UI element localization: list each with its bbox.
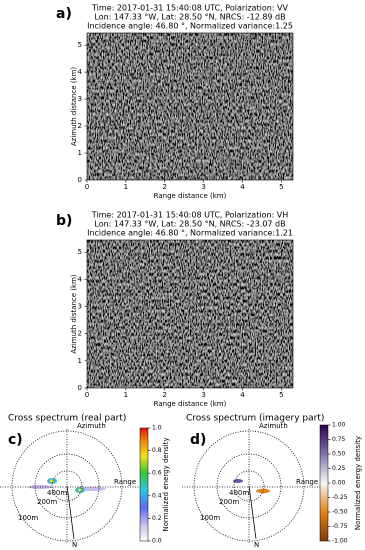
x-tick-label: 3: [201, 183, 205, 191]
colorbar-label: Normalized energy density: [354, 436, 362, 530]
chart-title: Lon: 147.33 °W, Lat: 28.50 °N, NRCS: -12…: [94, 13, 285, 22]
y-axis-label: Azimuth distance (km): [70, 67, 78, 147]
y-tick-label: 1: [78, 149, 82, 157]
x-tick-label: 4: [240, 183, 245, 191]
x-tick-label: 0: [85, 391, 89, 399]
colorbar-tick-label: 0.6: [152, 470, 162, 477]
x-tick-label: 1: [124, 183, 128, 191]
colorbar-tick-label: 1.0: [152, 425, 162, 432]
plot-frame: [86, 32, 294, 181]
panel-label: d): [190, 432, 206, 448]
north-line: [66, 485, 75, 540]
colorbar-label: Normalized energy density: [162, 437, 170, 531]
colorbar-tick-label: -0.25: [332, 494, 348, 501]
colorbar-tick-label: 0.0: [152, 538, 162, 545]
x-tick-label: 0: [85, 183, 89, 191]
panel-label: a): [56, 6, 72, 22]
chart-title: Time: 2017-01-31 15:40:08 UTC, Polarizat…: [91, 4, 288, 13]
range-label: Range: [114, 478, 136, 486]
chart-title: Cross spectrum (imagery part): [186, 414, 324, 424]
x-tick-label: 2: [163, 183, 167, 191]
ring-label: 400m: [47, 489, 67, 497]
sar-image: [87, 33, 293, 180]
colorbar: [319, 424, 329, 542]
colorbar-tick-label: -0.50: [332, 509, 348, 516]
x-tick-label: 1: [124, 391, 128, 399]
y-tick-label: 4: [78, 68, 83, 76]
y-tick-label: 0: [78, 176, 82, 184]
x-tick-label: 4: [240, 391, 245, 399]
ring-label: 200m: [37, 498, 57, 506]
ring-label: 200m: [219, 498, 239, 506]
range-ring: [193, 430, 305, 542]
range-ring: [11, 430, 123, 542]
colorbar-tick-label: 0.50: [332, 451, 346, 458]
chart-title: Incidence angle: 46.80 °, Normalized var…: [87, 22, 293, 31]
azimuth-label: Azimuth: [259, 422, 288, 430]
range-ring: [51, 470, 83, 502]
colorbar-tick-label: -0.75: [332, 523, 348, 530]
azimuth-label: Azimuth: [77, 422, 106, 430]
colorbar: [139, 427, 149, 542]
x-tick-label: 3: [201, 391, 205, 399]
colorbar-tick-label: 0.8: [152, 447, 162, 454]
y-tick-label: 0: [78, 384, 82, 392]
ring-label: 100m: [200, 514, 220, 522]
colorbar-tick-label: 0.4: [152, 492, 162, 499]
x-axis-label: Range distance (km): [154, 400, 227, 408]
north-line: [248, 485, 257, 540]
chart-title: Lon: 147.33 °W, Lat: 28.50 °N, NRCS: -23…: [94, 220, 285, 229]
colorbar-tick-label: -1.00: [332, 538, 348, 545]
colorbar-tick-label: 0.2: [152, 515, 162, 522]
y-tick-label: 1: [78, 357, 82, 365]
y-tick-label: 4: [78, 275, 83, 283]
range-ring: [233, 470, 265, 502]
y-tick-label: 2: [78, 330, 82, 338]
ring-label: 400m: [229, 489, 249, 497]
chart-title: Cross spectrum (real part): [8, 414, 126, 424]
ring-label: 100m: [18, 514, 38, 522]
colorbar-tick-label: 0.75: [332, 436, 346, 443]
x-tick-label: 5: [279, 391, 283, 399]
colorbar-tick-label: 0.25: [332, 465, 346, 472]
range-label: Range: [296, 478, 318, 486]
colorbar-tick-label: 1.00: [332, 422, 346, 429]
chart-title: Time: 2017-01-31 15:40:08 UTC, Polarizat…: [91, 211, 289, 220]
panel-label: c): [8, 432, 23, 448]
x-axis-label: Range distance (km): [154, 192, 227, 200]
north-label: N: [72, 541, 77, 549]
y-axis-label: Azimuth distance (km): [70, 274, 78, 354]
chart-title: Incidence angle: 46.80 °, Normalized var…: [87, 229, 293, 238]
y-tick-label: 3: [78, 95, 82, 103]
y-tick-label: 5: [78, 41, 82, 49]
sar-image: [87, 240, 293, 388]
x-tick-label: 5: [279, 183, 283, 191]
panel-label: b): [56, 213, 72, 229]
spectrum-blobs: [28, 478, 270, 494]
plot-frame: [86, 239, 294, 389]
y-tick-label: 2: [78, 122, 82, 130]
y-tick-label: 5: [78, 248, 82, 256]
x-tick-label: 2: [163, 391, 167, 399]
colorbar-tick-label: 0.00: [332, 480, 346, 487]
north-label: N: [254, 541, 259, 549]
y-tick-label: 3: [78, 303, 82, 311]
